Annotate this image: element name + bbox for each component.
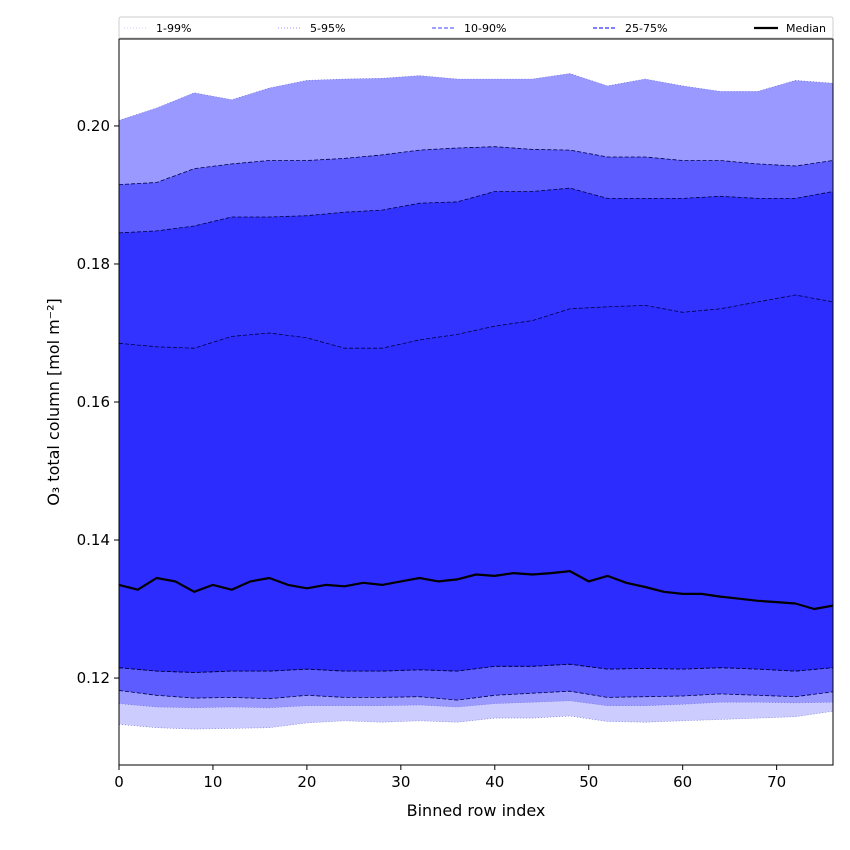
band-2-lower-line [119,700,833,709]
legend-label: 10-90% [464,22,506,35]
y-tick-label: 0.16 [77,393,110,411]
y-axis-title: O₃ total column [mol m⁻²] [44,298,63,506]
y-tick-label: 0.14 [77,531,110,549]
legend: 1-99% 5-95% 10-90% 25-75% Median [118,16,834,39]
x-tick-label: 40 [485,773,504,791]
legend-box [118,16,834,39]
x-tick-label: 0 [114,773,124,791]
band-inner-fill [119,295,833,673]
band-3-upper-line [119,146,833,185]
x-tick-label: 60 [673,773,692,791]
x-tick-label: 20 [297,773,316,791]
x-tick-label: 50 [579,773,598,791]
band-4-upper-line [119,187,833,234]
plot-area [119,73,833,730]
y-tick-label: 0.18 [77,255,110,273]
band-5-upper-line [119,294,833,349]
y-tick-label: 0.20 [77,117,110,135]
legend-label: Median [786,22,826,35]
band-3-lower-line [119,690,833,701]
band-1-lower-line [119,710,833,730]
x-tick-label: 30 [391,773,410,791]
legend-label: 1-99% [156,22,191,35]
x-tick-label: 70 [767,773,786,791]
legend-label: 25-75% [625,22,667,35]
legend-label: 5-95% [310,22,345,35]
x-axis: 0 10 20 30 40 50 60 70 [114,765,786,791]
band-5-lower-line [119,663,833,673]
x-tick-label: 10 [203,773,222,791]
x-axis-title: Binned row index [407,801,546,820]
median-line [119,570,833,611]
y-tick-label: 0.12 [77,669,110,687]
y-axis: 0.12 0.14 0.16 0.18 0.20 [77,117,119,687]
